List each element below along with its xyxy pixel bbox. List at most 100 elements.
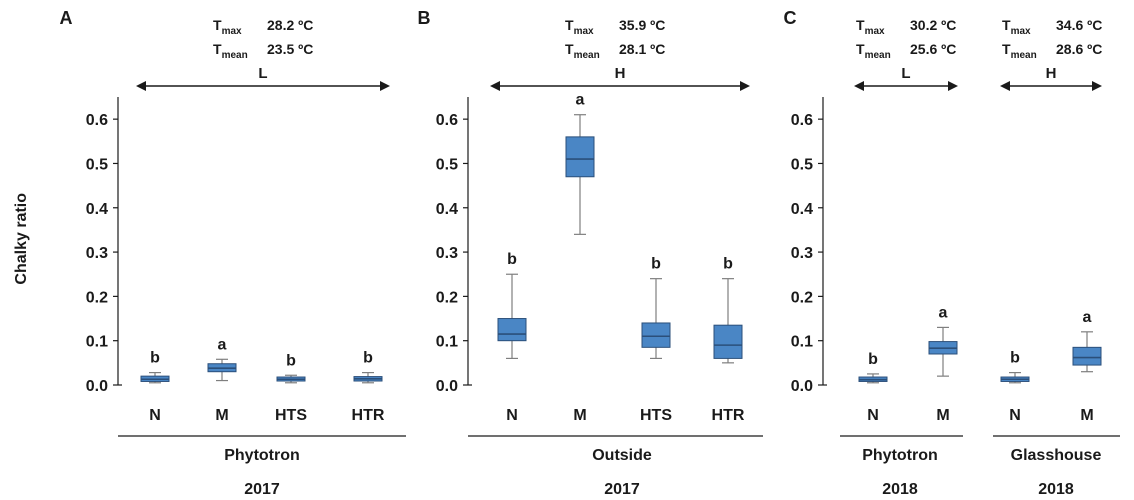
panel-a: A Tmax 28.2 ºC Tmean 23.5 ºCL 0.0 0.1 0.2 0.3 0.4… (60, 8, 406, 498)
year-label: 2018 (882, 481, 918, 498)
y-tick-label: 0.1 (791, 334, 813, 351)
range-arrow-right-head (740, 81, 750, 91)
box-hts: b (276, 352, 306, 384)
y-tick-label: 0.4 (86, 201, 108, 218)
y-tick-label: 0.6 (436, 112, 458, 129)
panel-c: C Tmax 30.2 ºC Tmean 25.6 ºCL Tmax 34.6 ºC Tmea… (784, 8, 1120, 498)
y-tick-label: 0.0 (86, 378, 108, 395)
y-tick-label: 0.6 (791, 112, 813, 129)
range-label: L (901, 65, 910, 82)
group-label: Phytotron (862, 447, 938, 464)
box-n: b (858, 351, 888, 384)
tmax-value: 35.9 ºC (619, 17, 665, 33)
box-htr: b (713, 256, 743, 364)
tmax-label: Tmax (213, 17, 242, 37)
significance-letter: b (868, 351, 878, 368)
y-tick-label: 0.5 (86, 156, 108, 173)
x-category-label: M (215, 407, 228, 424)
y-tick-label: 0.4 (436, 201, 458, 218)
significance-letter: b (723, 256, 733, 273)
significance-letter: a (576, 92, 585, 109)
box-n: b (1000, 350, 1030, 384)
group-label: Outside (592, 447, 652, 464)
tmean-value: 25.6 ºC (910, 41, 956, 57)
x-category-label: HTS (640, 407, 672, 424)
box-iqr (713, 324, 743, 359)
tmean-value: 28.6 ºC (1056, 41, 1102, 57)
significance-letter: a (218, 336, 227, 353)
box-iqr (1072, 346, 1102, 366)
range-label: L (258, 65, 267, 82)
panel-letter: C (784, 8, 797, 28)
tmax-value: 34.6 ºC (1056, 17, 1102, 33)
box-m: a (207, 336, 237, 382)
significance-letter: a (939, 304, 948, 321)
tmean-label: Tmean (565, 41, 600, 61)
y-tick-label: 0.6 (86, 112, 108, 129)
tmax-value: 28.2 ºC (267, 17, 313, 33)
y-tick-label: 0.2 (86, 289, 108, 306)
range-arrow-left-head (1000, 81, 1010, 91)
box-m: a (565, 92, 595, 235)
panel-b: B Tmax 35.9 ºC Tmean 28.1 ºC H 0.0 0.1 0.2 0.3 0.4… (418, 8, 763, 498)
range-arrow-left-head (490, 81, 500, 91)
y-tick-label: 0.1 (86, 334, 108, 351)
tmean-label: Tmean (1002, 41, 1037, 61)
x-category-label: HTS (275, 407, 307, 424)
significance-letter: a (1083, 309, 1092, 326)
x-category-label: N (506, 407, 518, 424)
range-label: H (615, 65, 626, 82)
box-iqr (497, 318, 527, 342)
group-label: Phytotron (224, 447, 300, 464)
year-label: 2017 (604, 481, 640, 498)
x-category-label: HTR (352, 407, 385, 424)
significance-letter: b (1010, 350, 1020, 367)
panel-letter: A (60, 8, 73, 28)
y-tick-label: 0.1 (436, 334, 458, 351)
range-arrow-left-head (854, 81, 864, 91)
y-tick-label: 0.4 (791, 201, 813, 218)
x-category-label: N (867, 407, 879, 424)
tmean-label: Tmean (213, 41, 248, 61)
range-label: H (1046, 65, 1057, 82)
tmean-value: 28.1 ºC (619, 41, 665, 57)
box-m: a (928, 304, 958, 377)
range-arrow-right-head (380, 81, 390, 91)
y-tick-label: 0.3 (436, 245, 458, 262)
range-arrow-left-head (136, 81, 146, 91)
tmean-label: Tmean (856, 41, 891, 61)
y-tick-label: 0.5 (791, 156, 813, 173)
range-arrow-right-head (948, 81, 958, 91)
significance-letter: b (363, 350, 373, 367)
range-arrow-right-head (1092, 81, 1102, 91)
group-label: Glasshouse (1011, 447, 1102, 464)
y-tick-label: 0.3 (86, 245, 108, 262)
y-tick-label: 0.0 (791, 378, 813, 395)
box-htr: b (353, 350, 383, 384)
x-category-label: M (1080, 407, 1093, 424)
tmax-label: Tmax (856, 17, 885, 37)
year-label: 2017 (244, 481, 280, 498)
tmax-label: Tmax (1002, 17, 1031, 37)
tmax-label: Tmax (565, 17, 594, 37)
tmean-value: 23.5 ºC (267, 41, 313, 57)
significance-letter: b (651, 256, 661, 273)
significance-letter: b (286, 352, 296, 369)
box-iqr (641, 322, 671, 348)
panel-letter: B (418, 8, 431, 28)
box-m: a (1072, 309, 1102, 373)
significance-letter: b (507, 251, 517, 268)
y-tick-label: 0.3 (791, 245, 813, 262)
box-hts: b (641, 256, 671, 360)
y-tick-label: 0.2 (436, 289, 458, 306)
y-tick-label: 0.0 (436, 378, 458, 395)
significance-letter: b (150, 350, 160, 367)
y-axis-label: Chalky ratio (13, 193, 30, 285)
y-tick-label: 0.5 (436, 156, 458, 173)
x-category-label: M (573, 407, 586, 424)
tmax-value: 30.2 ºC (910, 17, 956, 33)
box-iqr (565, 136, 595, 178)
x-category-label: HTR (712, 407, 745, 424)
year-label: 2018 (1038, 481, 1074, 498)
